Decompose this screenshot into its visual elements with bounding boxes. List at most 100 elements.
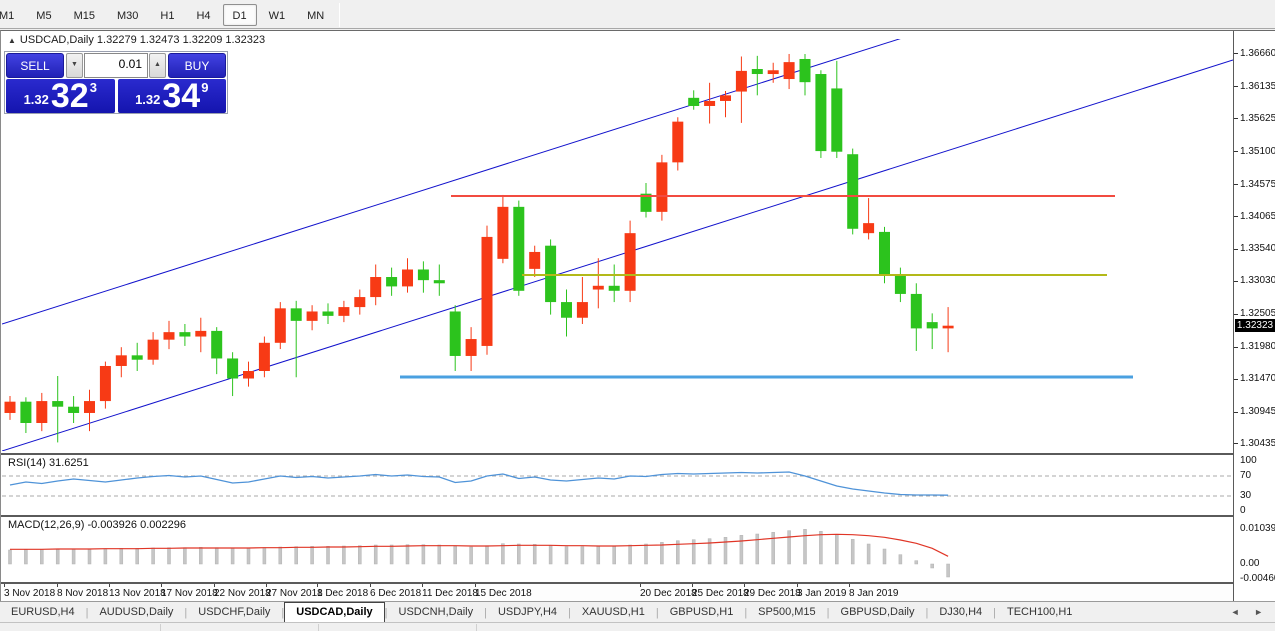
price-axis-tick — [1234, 280, 1238, 282]
chart-tab-GBPUSD-Daily[interactable]: GBPUSD,Daily — [840, 606, 915, 618]
trade-panel-price-row: 1.32 32 3 1.32 34 9 — [6, 79, 226, 113]
chart-tab-XAUUSD-H1[interactable]: XAUUSD,H1 — [581, 606, 645, 618]
panel-separator[interactable] — [1, 515, 1275, 517]
price-axis-label: 1.33030 — [1240, 275, 1275, 287]
time-axis-tick — [797, 584, 798, 587]
buy-price-display[interactable]: 1.32 34 9 — [117, 77, 226, 116]
time-axis-label: 17 Nov 2018 — [161, 588, 218, 599]
timeframe-button-D1[interactable]: D1 — [222, 3, 257, 26]
time-axis-label: 3 Jan 2019 — [797, 588, 847, 599]
time-axis-label: 6 Dec 2018 — [370, 588, 422, 599]
timeframe-toolbar: M1 M5 M15 M30 H1 H4 D1 W1 MN — [0, 0, 1275, 29]
timeframe-button-M1[interactable]: M1 — [0, 9, 15, 22]
time-axis-label: 27 Nov 2018 — [266, 588, 323, 599]
time-axis-tick — [57, 584, 58, 587]
time-axis-label: 15 Dec 2018 — [475, 588, 532, 599]
chart-tab-TECH100-H1[interactable]: TECH100,H1 — [1007, 606, 1073, 618]
time-axis-tick — [161, 584, 162, 587]
time-axis-label: 3 Nov 2018 — [4, 588, 56, 599]
tab-separator: | — [993, 607, 996, 619]
statusbar-separator — [160, 624, 161, 631]
time-axis-tick — [4, 584, 5, 587]
horizontal-level-lines — [400, 194, 1133, 379]
status-bar — [0, 622, 1275, 631]
timeframe-button-M30[interactable]: M30 — [116, 9, 139, 22]
panel-separator — [1, 582, 1275, 584]
toolbar-separator — [339, 2, 341, 27]
time-axis-tick — [475, 584, 476, 587]
timeframe-button-M5[interactable]: M5 — [36, 9, 52, 22]
time-axis-label: 8 Jan 2019 — [849, 588, 899, 599]
time-axis-label: 11 Dec 2018 — [422, 588, 478, 599]
price-axis-label: 1.30945 — [1240, 406, 1275, 418]
macd-histogram — [8, 529, 950, 578]
time-axis-label: 25 Dec 2018 — [692, 588, 749, 599]
chart-tab-DJ30-H4[interactable]: DJ30,H4 — [939, 606, 983, 618]
candles-group — [4, 53, 954, 443]
chart-tab-USDCAD-Daily[interactable]: USDCAD,Daily — [284, 602, 385, 622]
buy-price-small: 1.32 — [135, 92, 161, 107]
time-axis-label: 29 Dec 2018 — [744, 588, 801, 599]
time-axis-label: 13 Nov 2018 — [109, 588, 166, 599]
timeframe-button-M15[interactable]: M15 — [73, 9, 95, 22]
price-axis-tick — [1234, 411, 1238, 413]
timeframe-button-H1[interactable]: H1 — [160, 9, 175, 22]
time-axis-tick — [692, 584, 693, 587]
tab-scroll-arrows-icon[interactable]: ◄ ► — [1230, 607, 1269, 617]
chart-tab-USDCHF-Daily[interactable]: USDCHF,Daily — [198, 606, 271, 618]
price-axis[interactable]: 1.32323 1.36660 1.36135 1.35625 1.35100 1.34… — [1233, 31, 1275, 601]
timeframe-toolbar-buttons: M1 M5 M15 M30 H1 H4 D1 W1 MN — [0, 0, 344, 28]
trade-panel-top-row: SELL ▼ 0.01 ▲ BUY — [6, 53, 226, 78]
tab-separator: | — [826, 607, 830, 619]
tab-separator: | — [744, 607, 748, 619]
timeframe-button-MN[interactable]: MN — [307, 9, 325, 22]
macd-chart — [8, 529, 950, 578]
price-axis-tick — [1234, 313, 1238, 315]
time-axis[interactable]: 3 Nov 2018 8 Nov 2018 13 Nov 2018 17 Nov 20… — [2, 584, 1233, 601]
price-axis-tick — [1234, 443, 1238, 445]
time-axis-label: 1 Dec 2018 — [317, 588, 369, 599]
rsi-label: RSI(14) 31.6251 — [8, 457, 89, 469]
panel-separator[interactable] — [1, 453, 1275, 455]
current-price-tag: 1.32323 — [1235, 319, 1275, 333]
chart-tab-GBPUSD-H1[interactable]: GBPUSD,H1 — [669, 606, 734, 618]
tab-separator: | — [384, 607, 388, 619]
lot-size-input[interactable]: 0.01 — [84, 53, 148, 78]
sell-button[interactable]: SELL — [6, 53, 64, 78]
time-axis-tick — [317, 584, 318, 587]
chart-tab-AUDUSD-Daily[interactable]: AUDUSD,Daily — [99, 606, 174, 618]
time-axis-label: 20 Dec 2018 — [640, 588, 697, 599]
buy-price-big: 34 — [162, 77, 201, 116]
price-axis-tick — [1234, 151, 1238, 153]
chart-tab-USDJPY-H4[interactable]: USDJPY,H4 — [497, 606, 558, 618]
price-axis-label: 1.30435 — [1240, 437, 1275, 449]
price-axis-label: 1.31980 — [1240, 341, 1275, 353]
macd-signal-line — [10, 533, 949, 557]
macd-axis-label: 0.010397 — [1240, 523, 1275, 535]
chart-tab-EURUSD-H4[interactable]: EURUSD,H4 — [11, 606, 75, 618]
price-axis-label: 1.31470 — [1240, 373, 1275, 385]
price-axis-tick — [1234, 118, 1238, 120]
time-axis-tick — [109, 584, 110, 587]
time-axis-tick — [640, 584, 641, 587]
statusbar-separator — [318, 624, 319, 631]
rsi-axis-label: 70 — [1240, 470, 1252, 481]
macd-axis-label: 0.00 — [1240, 558, 1260, 569]
sell-price-sup: 3 — [89, 80, 97, 95]
sell-price-display[interactable]: 1.32 32 3 — [6, 79, 115, 113]
lot-decrease-icon[interactable]: ▼ — [66, 53, 83, 78]
buy-button[interactable]: BUY — [168, 53, 226, 78]
trend-channel-lines — [2, 39, 1233, 451]
collapse-chart-icon[interactable]: ▲ — [8, 36, 16, 45]
candlestick-chart[interactable] — [2, 39, 1233, 451]
lot-size-stepper: ▼ 0.01 ▲ — [66, 53, 166, 78]
rsi-line — [9, 471, 949, 496]
buy-price-sup: 9 — [201, 80, 209, 95]
chart-tab-SP500-M15[interactable]: SP500,M15 — [758, 606, 816, 618]
timeframe-button-W1[interactable]: W1 — [268, 9, 286, 22]
sell-price-big: 32 — [50, 77, 89, 116]
chart-tab-USDCNH-Daily[interactable]: USDCNH,Daily — [398, 606, 474, 618]
lot-increase-icon[interactable]: ▲ — [149, 53, 166, 78]
timeframe-button-H4[interactable]: H4 — [196, 9, 211, 22]
